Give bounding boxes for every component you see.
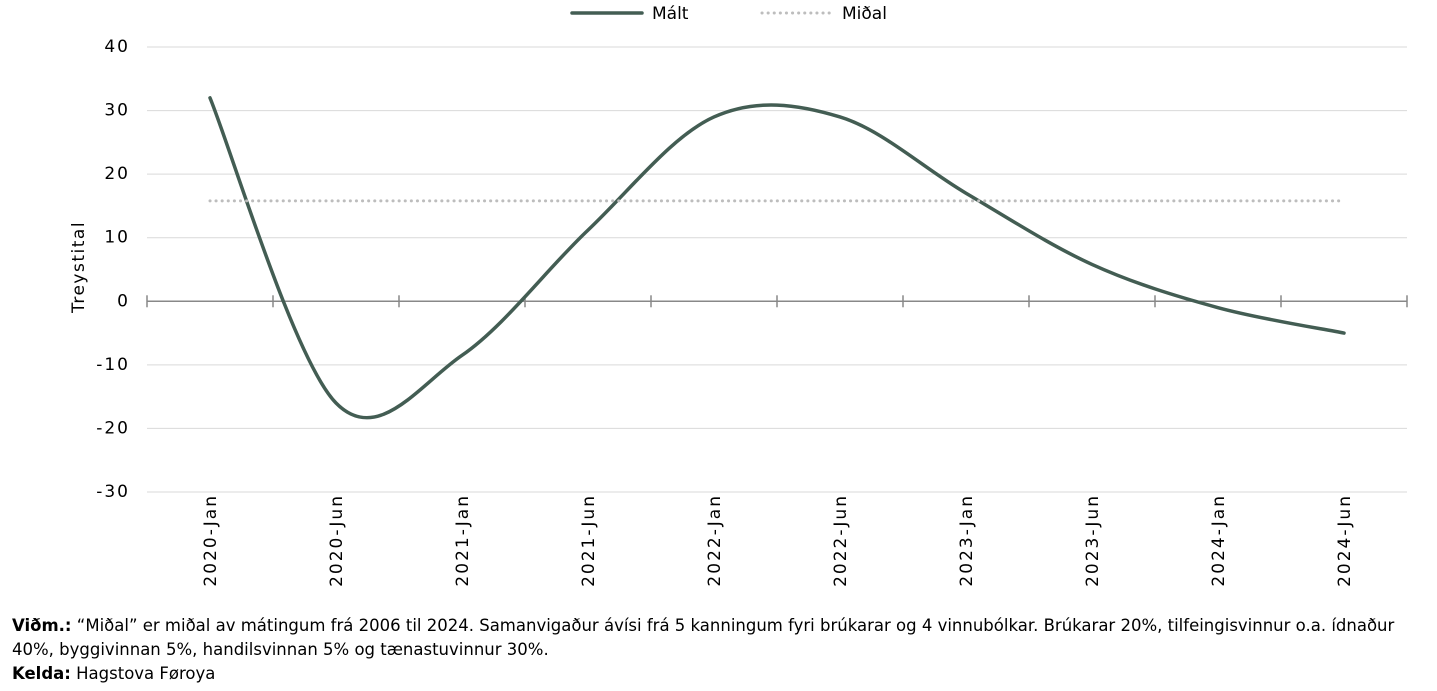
x-tick-label: 2021-Jan (453, 494, 473, 587)
y-tick-label: 0 (117, 291, 130, 311)
notes: Viðm.: “Miðal” er miðal av mátingum frá … (12, 614, 1432, 686)
note: Viðm.: “Miðal” er miðal av mátingum frá … (12, 614, 1432, 662)
x-tick-label: 2022-Jan (705, 494, 725, 587)
chart: Treystital -30 -20 -10 0 10 20 30 40 2020-Jan 202… (69, 4, 1408, 587)
note-text: Hagstova Føroya (76, 664, 216, 683)
y-tick-label: 10 (104, 228, 130, 248)
note: Kelda: Hagstova Føroya (12, 662, 1432, 686)
y-axis-label: Treystital (69, 221, 89, 314)
x-tick-label: 2021-Jun (579, 494, 599, 587)
note-label: Kelda: (12, 664, 71, 683)
note-label: Viðm.: (12, 616, 72, 635)
y-tick-label: -10 (96, 355, 130, 375)
y-tick-label: -20 (96, 418, 130, 438)
x-tick-label: 2023-Jan (957, 494, 977, 587)
series-line (208, 96, 1346, 420)
x-tick-label: 2020-Jan (201, 494, 221, 587)
y-tick-label: 20 (104, 164, 130, 184)
y-tick-label: 40 (104, 37, 130, 57)
legend-label: Mált (652, 4, 689, 24)
x-tick-label: 2024-Jan (1209, 494, 1229, 587)
x-tick-label: 2024-Jun (1335, 494, 1355, 587)
x-tick-label: 2023-Jun (1083, 494, 1103, 587)
y-tick-label: -30 (96, 482, 130, 502)
note-text: “Miðal” er miðal av mátingum frá 2006 ti… (12, 616, 1395, 659)
y-tick-label: 30 (104, 101, 130, 121)
legend-label: Miðal (842, 4, 887, 24)
x-tick-label: 2020-Jun (327, 494, 347, 587)
x-tick-label: 2022-Jun (831, 494, 851, 587)
